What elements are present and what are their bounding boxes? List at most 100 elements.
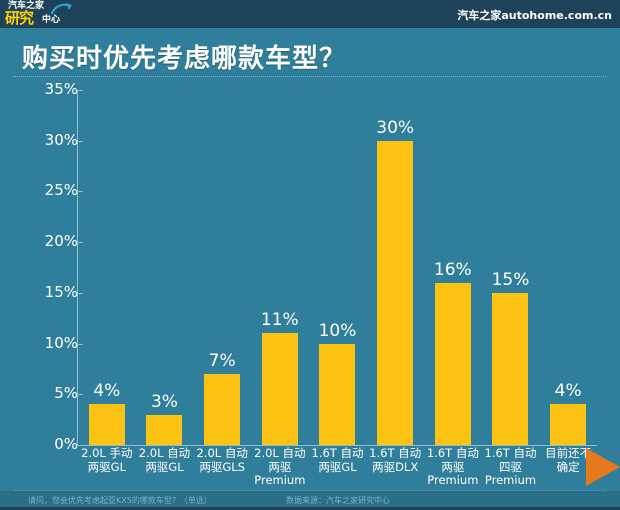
y-axis-tick-mark (77, 242, 83, 244)
x-axis-label: 2.0L 手动 两驱GL (78, 446, 136, 474)
y-axis-tick-label: 35% (44, 80, 78, 98)
x-axis-label-line: 1.6T 自动 (484, 446, 537, 460)
x-axis-label-line: 确定 (556, 459, 580, 474)
y-axis-tick-label: 5% (54, 384, 78, 403)
bar-value-label: 15% (491, 269, 530, 290)
bar[interactable] (88, 404, 125, 445)
y-axis-tick: 15% (18, 282, 78, 301)
x-axis-label-line: 2.0L 自动 (196, 446, 248, 460)
y-axis-tick: 20% (18, 234, 78, 249)
bar-group: 10% (309, 90, 367, 445)
y-axis-tick-label: 25% (44, 181, 78, 200)
y-axis-tick-mark (77, 90, 83, 91)
bar-group: 7% (193, 90, 251, 445)
page-title: 购买时优先考虑哪款车型？ (22, 44, 347, 74)
x-axis-label-line: 1.6T 自动 (311, 446, 364, 460)
x-axis-label: 2.0L 自动 两驱GLS (193, 446, 251, 474)
y-axis-tick-label: 0% (54, 435, 78, 453)
x-axis-label: 1.6T 自动 两驱GL (309, 446, 367, 474)
x-axis-label-line: Premium (484, 473, 537, 487)
x-axis-label: 1.6T 自动 两驱 Premium (424, 446, 482, 488)
y-axis-tick-mark (77, 191, 83, 193)
footer-question-text: 请问，您会优先考虑起亚KX5的哪款车型？（单选） (28, 496, 212, 505)
footer-bar: 请问，您会优先考虑起亚KX5的哪款车型？（单选） 数据来源：汽车之家研究中心 (0, 491, 620, 510)
bar-value-label: 4% (93, 381, 121, 402)
y-axis-tick-label: 15% (44, 282, 78, 301)
y-axis-tick-mark (77, 140, 83, 142)
x-axis-label: 2.0L 自动 两驱 Premium (251, 446, 309, 488)
x-axis-label-line: 1.6T 自动 (369, 446, 422, 460)
y-axis-tick-mark (77, 292, 83, 294)
y-axis-tick-label: 20% (44, 232, 78, 251)
x-axis-label-line: 四驱 (498, 459, 522, 474)
x-axis-label-line: 两驱GL (145, 459, 184, 474)
x-axis-label: 1.6T 自动 四驱 Premium (482, 446, 540, 488)
bar-value-label: 11% (260, 310, 299, 331)
x-axis-label-line: 两驱GL (87, 459, 126, 474)
chart-plot-area: 35% 30% 25% 20% 15% 10% 5% 0% 4% 3% 7% 11% 10% 30% 16… (0, 80, 620, 490)
bar[interactable] (492, 292, 529, 445)
x-axis-label: 1.6T 自动 两驱DLX (366, 446, 424, 474)
bar-value-label: 10% (318, 320, 357, 341)
bar[interactable] (146, 414, 183, 445)
swoosh-icon (50, 3, 72, 15)
arrow-marker-icon (586, 448, 620, 486)
y-axis-tick: 5% (18, 386, 78, 401)
footer-divider (14, 490, 606, 491)
logo-main-text: 研究 (5, 9, 34, 27)
bar-group: 3% (136, 90, 194, 445)
x-axis-label-line: 2.0L 手动 (81, 446, 133, 460)
bar[interactable] (204, 374, 241, 445)
y-axis-tick: 25% (18, 183, 78, 198)
autohome-research-logo: 汽车之家 研究 中心 (4, 1, 76, 27)
x-axis-label: 2.0L 自动 两驱GL (136, 446, 194, 474)
bar-value-label: 16% (433, 259, 472, 280)
y-axis-tick-label: 10% (44, 333, 78, 352)
y-axis-tick: 0% (18, 437, 78, 452)
bars-container: 4% 3% 7% 11% 10% 30% 16% 15% 4% (78, 90, 597, 445)
footer-source-text: 数据来源：汽车之家研究中心 (286, 496, 390, 505)
y-axis-tick-mark (77, 445, 83, 446)
bar[interactable] (377, 140, 414, 445)
x-axis-label-line: Premium (427, 473, 479, 487)
x-axis-label-line: 1.6T 自动 (426, 446, 479, 460)
header-bar: 汽车之家 研究 中心 汽车之家autohome.com.cn (0, 0, 620, 28)
x-axis-label-line: 2.0L 自动 (138, 446, 191, 460)
bar-group: 4% (78, 90, 136, 445)
x-axis-label-line: 两驱GL (318, 459, 357, 474)
bar-value-label: 7% (208, 351, 236, 371)
x-axis-labels: 2.0L 手动 两驱GL 2.0L 自动 两驱GL 2.0L 自动 两驱GLS 2.0L 自… (78, 446, 597, 493)
y-axis-tick-mark (77, 343, 83, 345)
y-axis-tick: 35% (18, 82, 78, 97)
bar-group: 16% (424, 90, 482, 445)
y-axis-tick-mark (77, 394, 83, 396)
logo-sub-text: 中心 (42, 15, 61, 25)
bar[interactable] (434, 282, 471, 445)
bottom-edge (0, 507, 620, 510)
y-axis-tick: 10% (18, 333, 78, 352)
x-axis-label-line: 目前还不 (545, 446, 592, 460)
x-axis-label: 目前还不 确定 (539, 446, 597, 474)
bar-group: 15% (482, 90, 540, 445)
x-axis-label-line: 两驱 (441, 459, 465, 474)
x-axis-label-line: 两驱DLX (372, 459, 419, 474)
y-axis-line (77, 90, 78, 445)
bar-value-label: 30% (376, 117, 415, 138)
x-axis-label-line: 两驱 (268, 459, 292, 474)
bar[interactable] (550, 404, 587, 445)
bar-value-label: 4% (554, 381, 582, 402)
title-divider (14, 76, 606, 77)
site-url-label: 汽车之家autohome.com.cn (457, 9, 612, 22)
bar[interactable] (319, 343, 356, 445)
bar[interactable] (261, 333, 298, 445)
x-axis-label-line: 2.0L 自动 (254, 446, 306, 460)
x-axis-label-line: Premium (254, 473, 306, 487)
bar-group: 11% (251, 90, 309, 445)
bar-value-label: 3% (150, 391, 178, 412)
x-axis-label-line: 两驱GLS (199, 459, 245, 474)
y-axis-tick-label: 30% (44, 130, 78, 149)
bar-group: 30% (366, 90, 424, 445)
x-axis-line (77, 445, 597, 446)
bar-group: 4% (539, 90, 597, 445)
